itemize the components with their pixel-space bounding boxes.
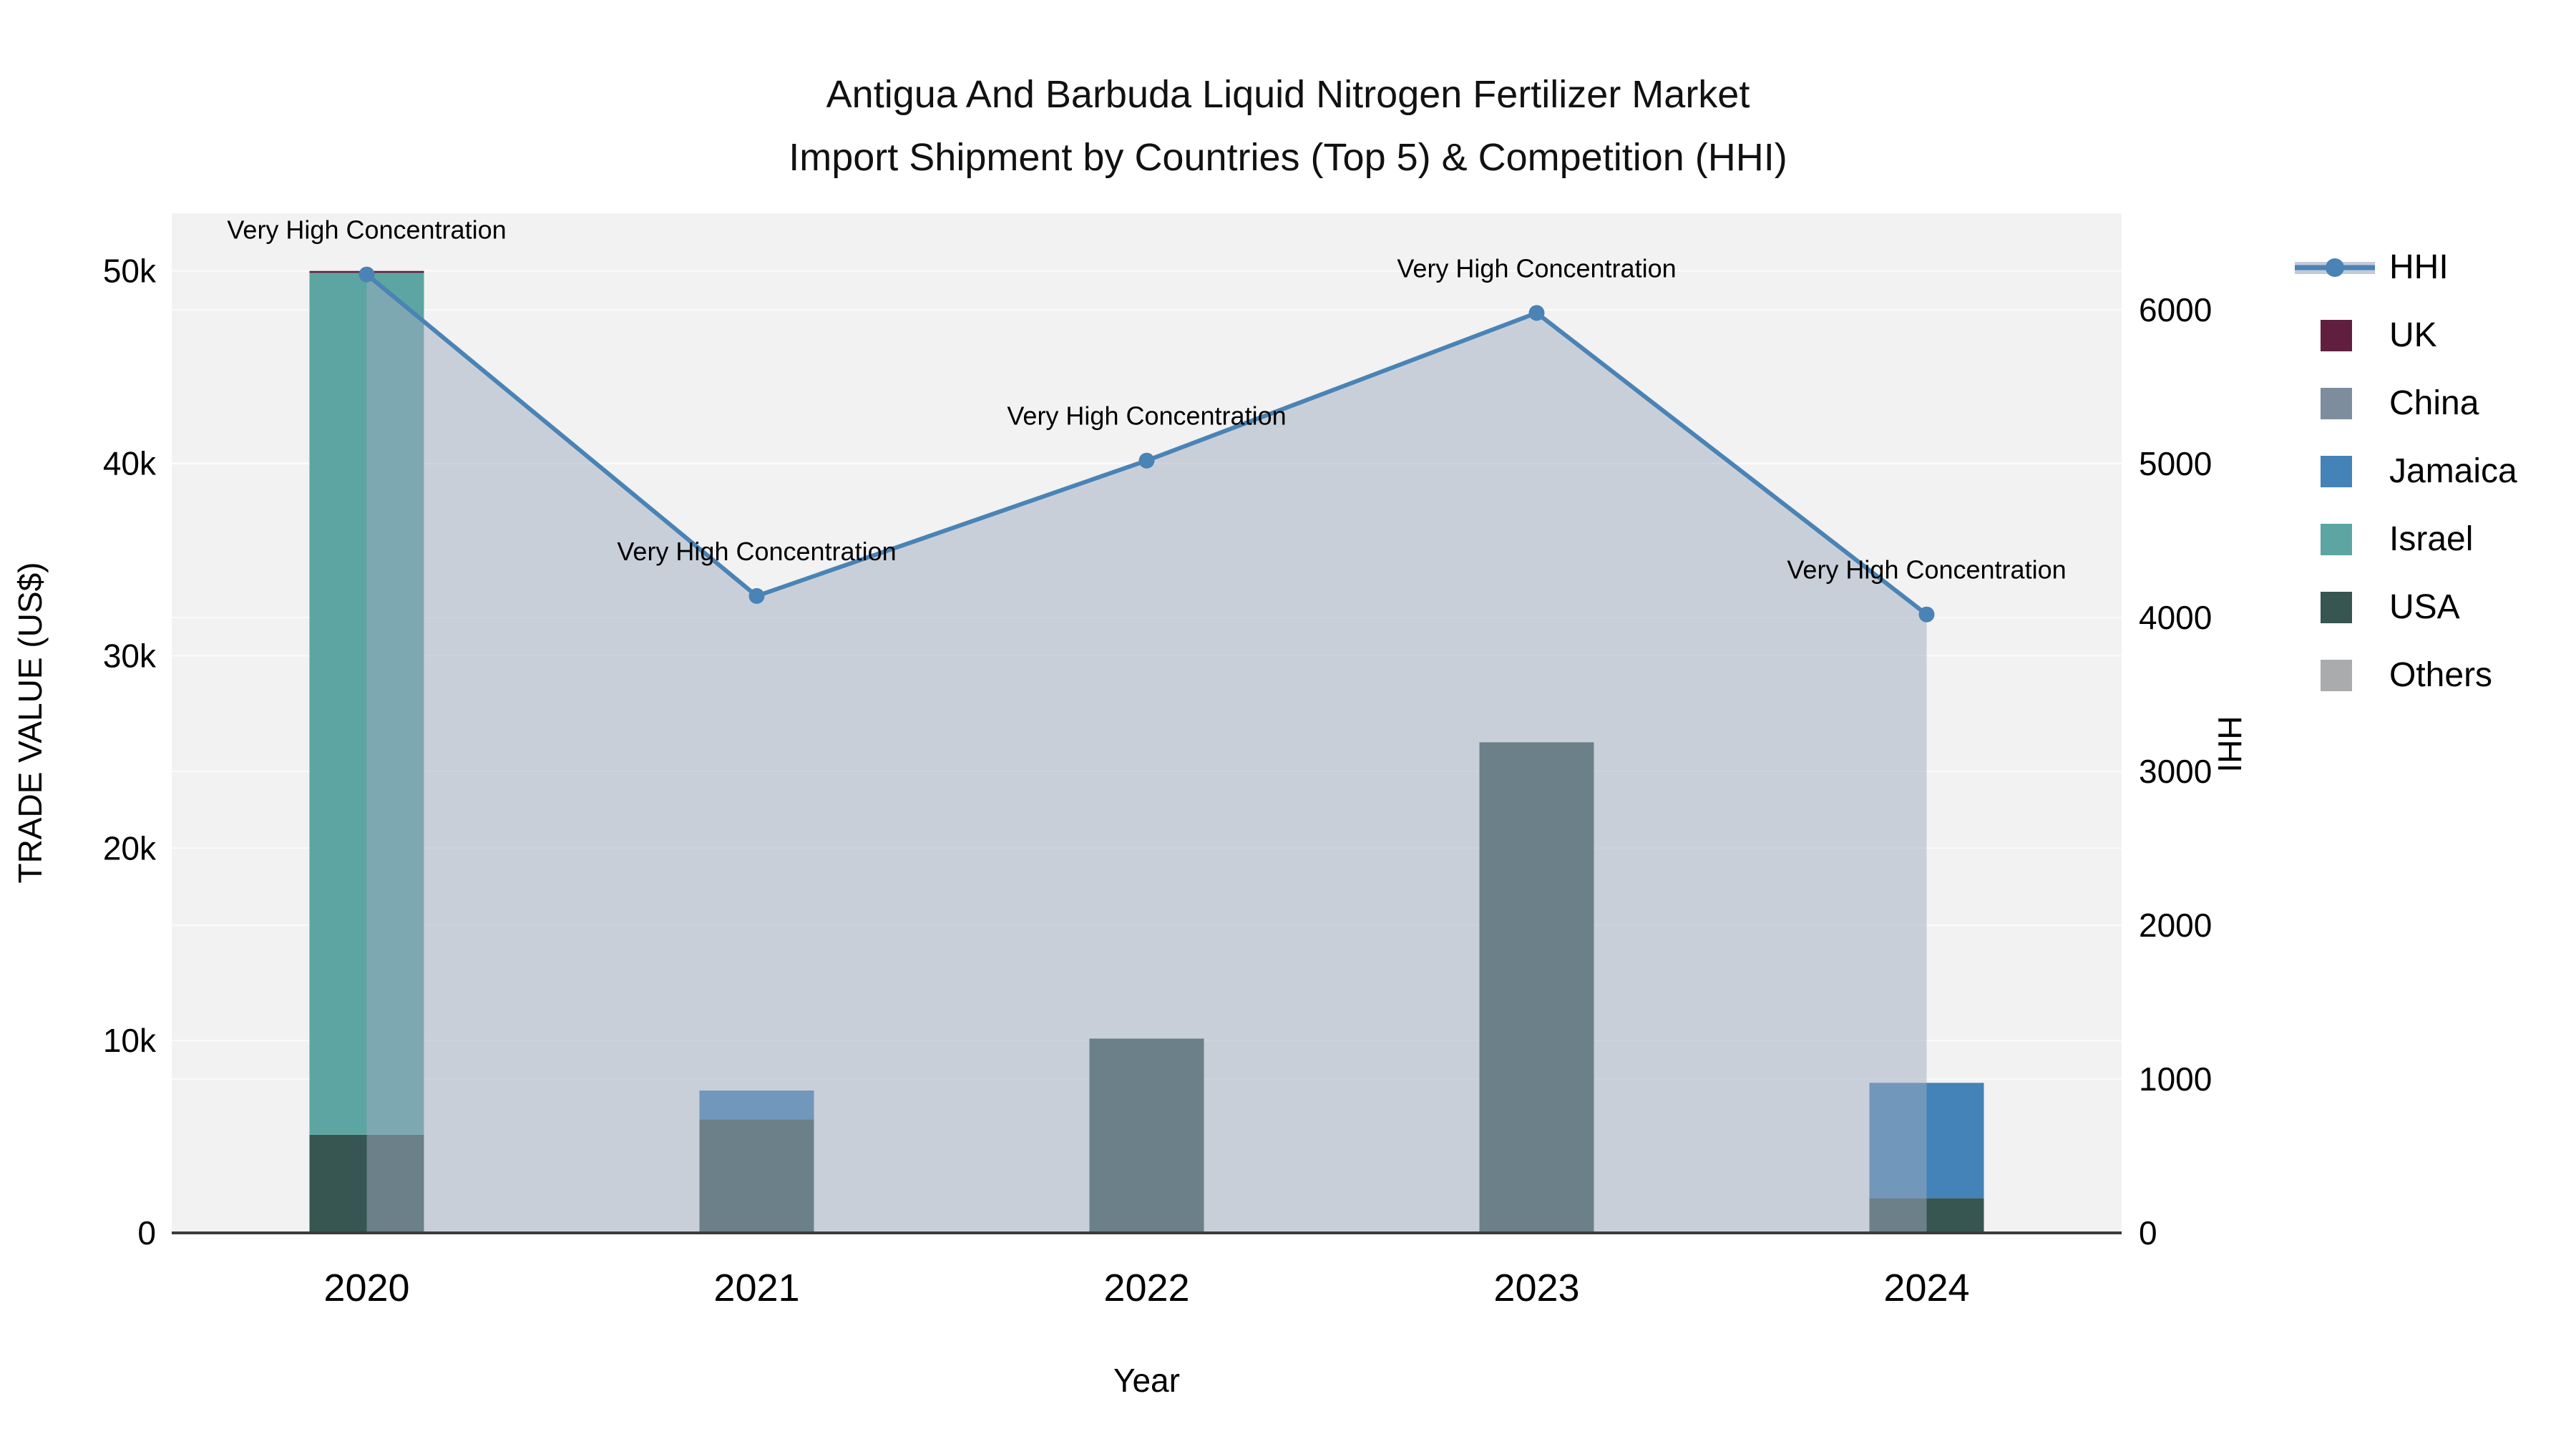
legend-item-HHI[interactable]: HHI: [2293, 233, 2517, 301]
y-right-tick-6000: 6000: [2139, 291, 2212, 328]
legend-swatch-UK: [2293, 319, 2379, 351]
legend-item-UK[interactable]: UK: [2293, 301, 2517, 369]
legend-label-China: China: [2389, 384, 2479, 422]
legend-swatch-Jamaica: [2293, 455, 2379, 487]
y-right-tick-4000: 4000: [2139, 599, 2212, 636]
legend-label-Jamaica: Jamaica: [2389, 452, 2517, 490]
y-right-tick-3000: 3000: [2139, 753, 2212, 790]
legend-label-HHI: HHI: [2389, 248, 2449, 286]
color-swatch-icon: [2321, 523, 2352, 555]
x-tick-2020: 2020: [323, 1267, 409, 1309]
hhi-line-swatch-icon: [2295, 258, 2375, 277]
y-right-tick-1000: 1000: [2139, 1060, 2212, 1098]
chart-title-line1: Antigua And Barbuda Liquid Nitrogen Fert…: [826, 73, 1750, 116]
annotation-2021: Very High Concentration: [617, 537, 896, 566]
y-right-tick-2000: 2000: [2139, 907, 2212, 944]
legend-item-Israel[interactable]: Israel: [2293, 505, 2517, 573]
y-left-axis-title: TRADE VALUE (US$): [11, 562, 49, 883]
x-tick-2022: 2022: [1103, 1267, 1189, 1309]
legend-label-USA: USA: [2389, 588, 2460, 626]
legend-swatch-Israel: [2293, 523, 2379, 555]
color-swatch-icon: [2321, 387, 2352, 419]
color-swatch-icon: [2321, 455, 2352, 487]
y-left-tick-10k: 10k: [103, 1022, 157, 1059]
y-left-tick-30k: 30k: [103, 637, 157, 674]
hhi-marker-2023: [1528, 305, 1545, 321]
annotation-2024: Very High Concentration: [1787, 555, 2066, 585]
y-left-tick-20k: 20k: [103, 829, 157, 867]
y-right-axis-title: HHI: [2211, 716, 2248, 772]
y-left-tick-50k: 50k: [103, 253, 157, 290]
hhi-marker-2020: [358, 266, 375, 283]
x-tick-2024: 2024: [1883, 1267, 1969, 1309]
legend-label-Israel: Israel: [2389, 520, 2474, 558]
chart-title-line2: Import Shipment by Countries (Top 5) & C…: [789, 136, 1787, 180]
hhi-marker-2024: [1918, 606, 1935, 623]
legend-label-Others: Others: [2389, 656, 2493, 694]
chart-title: Antigua And Barbuda Liquid Nitrogen Fert…: [0, 63, 2576, 189]
x-axis-title: Year: [1113, 1362, 1180, 1399]
y-left-tick-0: 0: [137, 1214, 156, 1252]
legend-swatch-China: [2293, 387, 2379, 419]
annotation-2023: Very High Concentration: [1397, 253, 1676, 283]
legend-item-Jamaica[interactable]: Jamaica: [2293, 437, 2517, 505]
hhi-marker-2021: [748, 587, 765, 604]
legend-swatch-USA: [2293, 591, 2379, 623]
y-right-tick-5000: 5000: [2139, 445, 2212, 482]
legend-label-UK: UK: [2389, 316, 2437, 354]
legend-swatch-Others: [2293, 659, 2379, 691]
color-swatch-icon: [2321, 659, 2352, 691]
x-tick-2023: 2023: [1493, 1267, 1579, 1309]
annotation-2020: Very High Concentration: [227, 215, 506, 245]
hhi-area-fill: [366, 274, 1927, 1233]
legend-item-USA[interactable]: USA: [2293, 573, 2517, 641]
legend: HHI UK China Jamaica Israel USA Others: [2293, 233, 2517, 709]
hhi-marker-2022: [1138, 452, 1155, 469]
y-right-tick-0: 0: [2139, 1214, 2157, 1252]
legend-item-China[interactable]: China: [2293, 369, 2517, 437]
x-tick-2021: 2021: [713, 1267, 799, 1309]
y-left-tick-40k: 40k: [103, 445, 157, 482]
color-swatch-icon: [2321, 591, 2352, 623]
legend-swatch-HHI: [2293, 253, 2379, 282]
legend-item-Others[interactable]: Others: [2293, 641, 2517, 709]
annotation-2022: Very High Concentration: [1007, 401, 1286, 431]
color-swatch-icon: [2321, 319, 2352, 351]
